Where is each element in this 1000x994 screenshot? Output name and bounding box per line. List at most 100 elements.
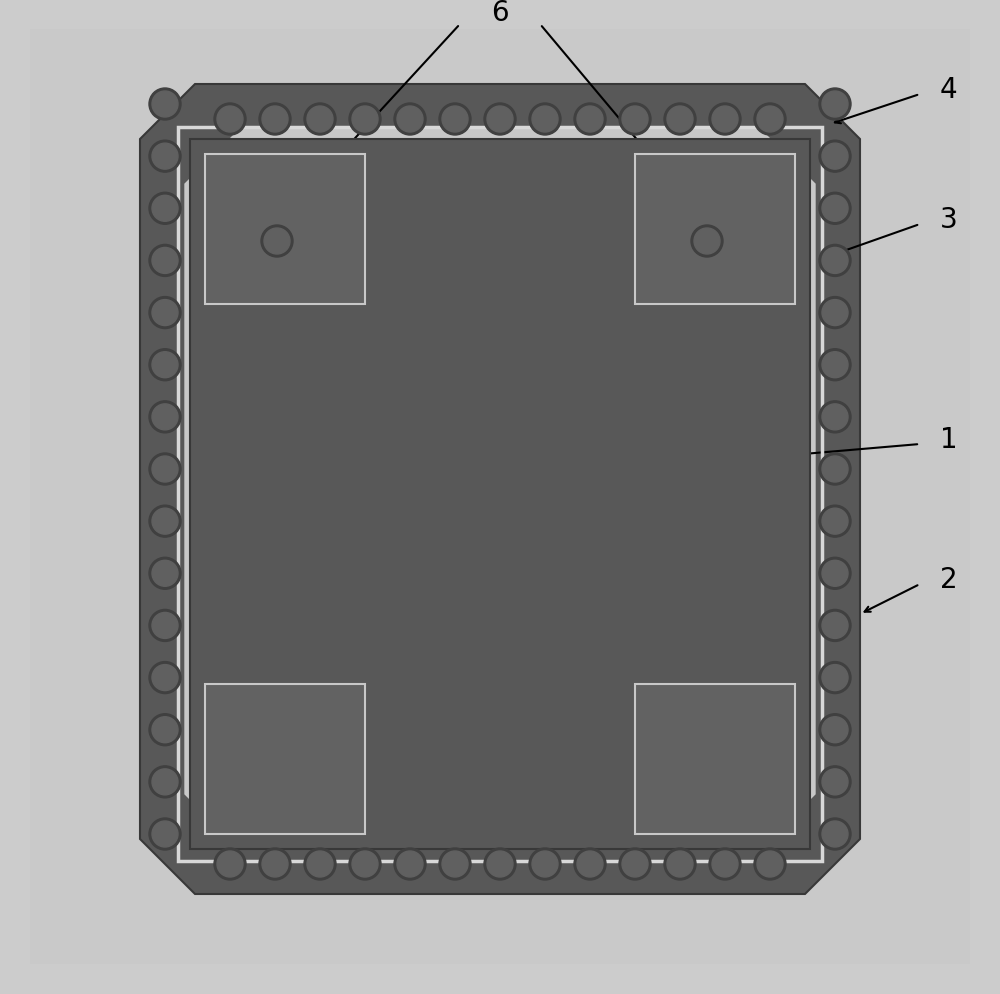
Circle shape <box>819 453 851 485</box>
Circle shape <box>149 297 181 329</box>
Circle shape <box>619 848 651 880</box>
Circle shape <box>487 851 513 877</box>
Circle shape <box>819 88 851 121</box>
Circle shape <box>757 107 783 133</box>
Circle shape <box>262 107 288 133</box>
Circle shape <box>622 851 648 877</box>
Circle shape <box>304 848 336 880</box>
Circle shape <box>149 141 181 173</box>
Circle shape <box>574 104 606 136</box>
Circle shape <box>532 851 558 877</box>
Circle shape <box>691 226 723 257</box>
Circle shape <box>217 107 243 133</box>
Bar <box>635 155 795 305</box>
Text: 6: 6 <box>491 0 509 27</box>
Circle shape <box>394 104 426 136</box>
Circle shape <box>152 456 178 482</box>
Circle shape <box>152 405 178 430</box>
Circle shape <box>152 613 178 639</box>
Circle shape <box>149 506 181 538</box>
Circle shape <box>819 714 851 746</box>
Circle shape <box>259 104 291 136</box>
Circle shape <box>819 818 851 850</box>
Circle shape <box>822 456 848 482</box>
Circle shape <box>819 141 851 173</box>
Circle shape <box>819 506 851 538</box>
Text: 2: 2 <box>940 566 958 593</box>
Bar <box>178 128 822 861</box>
Bar <box>635 684 795 834</box>
Bar <box>205 684 365 834</box>
Circle shape <box>822 300 848 326</box>
Circle shape <box>152 248 178 274</box>
Circle shape <box>149 453 181 485</box>
Circle shape <box>819 246 851 277</box>
Circle shape <box>214 104 246 136</box>
Text: 3: 3 <box>940 206 958 234</box>
Circle shape <box>532 107 558 133</box>
Circle shape <box>754 104 786 136</box>
Circle shape <box>529 104 561 136</box>
Circle shape <box>149 193 181 225</box>
Circle shape <box>574 848 606 880</box>
Text: 4: 4 <box>940 76 958 104</box>
Circle shape <box>667 107 693 133</box>
Polygon shape <box>140 84 860 894</box>
Circle shape <box>149 349 181 382</box>
Circle shape <box>822 769 848 795</box>
Circle shape <box>822 509 848 535</box>
Circle shape <box>149 818 181 850</box>
Circle shape <box>822 561 848 586</box>
Circle shape <box>822 613 848 639</box>
Bar <box>190 140 810 849</box>
Circle shape <box>484 104 516 136</box>
Circle shape <box>709 104 741 136</box>
Circle shape <box>819 349 851 382</box>
Circle shape <box>149 609 181 642</box>
Circle shape <box>822 665 848 691</box>
Circle shape <box>152 91 178 118</box>
Circle shape <box>152 352 178 379</box>
Circle shape <box>152 665 178 691</box>
Circle shape <box>149 88 181 121</box>
Circle shape <box>819 193 851 225</box>
Circle shape <box>217 851 243 877</box>
Circle shape <box>264 229 290 254</box>
Circle shape <box>822 405 848 430</box>
Circle shape <box>822 196 848 222</box>
Circle shape <box>259 848 291 880</box>
Circle shape <box>149 714 181 746</box>
Circle shape <box>152 196 178 222</box>
Circle shape <box>149 246 181 277</box>
Circle shape <box>819 402 851 433</box>
Circle shape <box>397 107 423 133</box>
Circle shape <box>694 229 720 254</box>
Circle shape <box>152 144 178 170</box>
Circle shape <box>307 851 333 877</box>
Circle shape <box>822 821 848 847</box>
Circle shape <box>529 848 561 880</box>
Circle shape <box>822 352 848 379</box>
Circle shape <box>149 402 181 433</box>
Circle shape <box>349 104 381 136</box>
Circle shape <box>819 297 851 329</box>
Circle shape <box>352 107 378 133</box>
Circle shape <box>149 662 181 694</box>
Circle shape <box>822 717 848 743</box>
Circle shape <box>577 851 603 877</box>
Circle shape <box>819 558 851 589</box>
Circle shape <box>819 662 851 694</box>
Text: 1: 1 <box>940 425 958 453</box>
Circle shape <box>712 851 738 877</box>
Circle shape <box>214 848 246 880</box>
Bar <box>205 155 365 305</box>
Circle shape <box>261 226 293 257</box>
Circle shape <box>262 851 288 877</box>
Circle shape <box>712 107 738 133</box>
Circle shape <box>822 91 848 118</box>
Circle shape <box>149 558 181 589</box>
Circle shape <box>152 300 178 326</box>
Circle shape <box>152 509 178 535</box>
Circle shape <box>307 107 333 133</box>
Circle shape <box>709 848 741 880</box>
